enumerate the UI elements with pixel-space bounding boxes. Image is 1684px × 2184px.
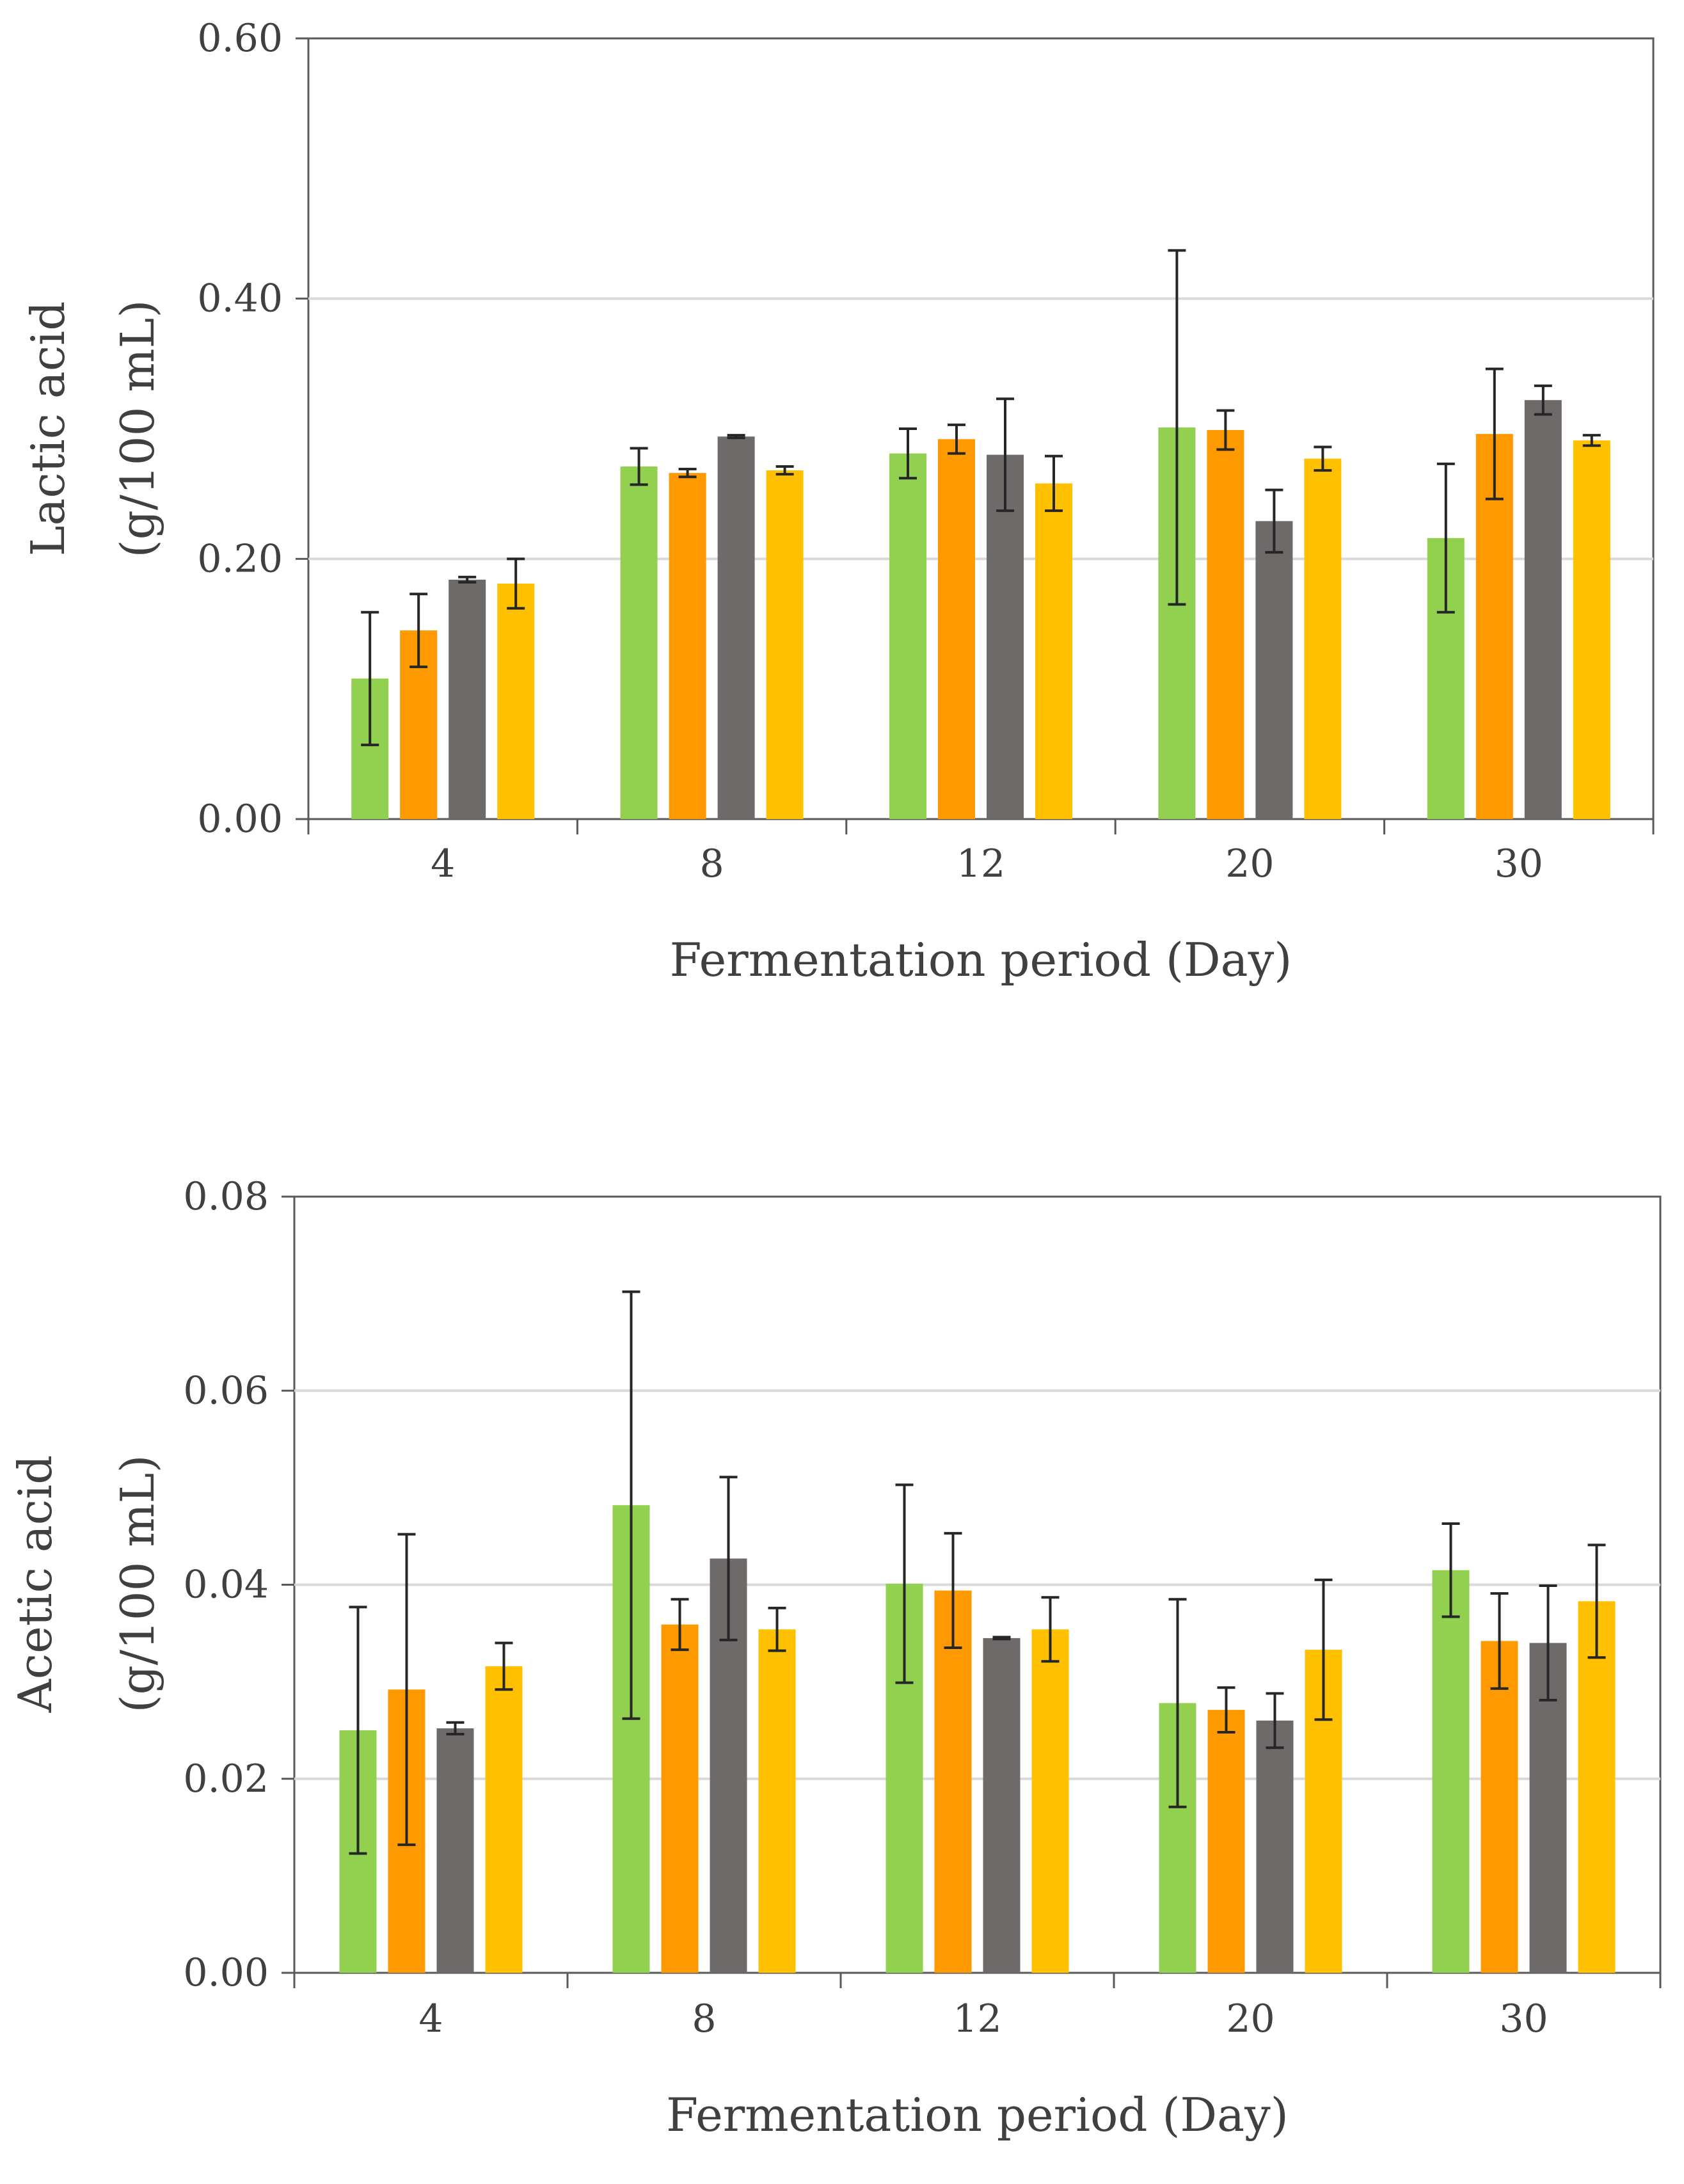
lactic-acid-chart: 0.00 0.20 0.40 0.60 4 8 12 20 30 Fermentation per…	[21, 16, 1655, 987]
x-tick-label: 4	[418, 1997, 443, 2041]
y-tick-label: 0.00	[197, 797, 283, 841]
x-axis-title: Fermentation period (Day)	[666, 2088, 1289, 2142]
y-axis-title-line2: (g/100 mL)	[111, 1455, 164, 1713]
bar	[669, 473, 706, 819]
bar	[497, 583, 535, 819]
bar	[766, 470, 804, 819]
x-axis-title: Fermentation period (Day)	[670, 933, 1292, 987]
x-tick-label: 30	[1495, 841, 1543, 886]
bar	[1304, 458, 1342, 819]
bar	[449, 579, 486, 819]
y-axis-title-line1: Lactic acid	[21, 301, 75, 557]
y-axis-title-line2: (g/100 mL)	[111, 300, 164, 558]
bar	[934, 1590, 972, 1973]
bar	[1573, 440, 1610, 819]
bar	[1035, 483, 1072, 819]
acetic-acid-chart: 0.00 0.02 0.04 0.06 0.08 4 8 12 20 30 Fermentation…	[8, 1174, 1662, 2142]
x-tick-label: 8	[692, 1997, 716, 2041]
x-tick-label: 4	[431, 841, 455, 886]
bar	[1207, 1710, 1245, 1973]
bar	[717, 436, 755, 819]
y-tick-label: 0.20	[197, 536, 283, 581]
y-tick-label: 0.60	[197, 16, 283, 61]
bar	[436, 1728, 474, 1973]
x-tick-label: 20	[1226, 1997, 1275, 2041]
x-tick-label: 12	[957, 841, 1005, 886]
bar	[758, 1629, 796, 1973]
bar	[1256, 1720, 1294, 1973]
y-tick-label: 0.40	[197, 276, 283, 321]
x-tick-label: 12	[953, 1997, 1001, 2041]
bar	[620, 466, 658, 819]
x-tick-label: 30	[1499, 1997, 1548, 2041]
bar	[1481, 1641, 1518, 1973]
bar	[1255, 521, 1293, 819]
bar	[1031, 1629, 1069, 1973]
bar	[1207, 430, 1244, 819]
y-tick-label: 0.00	[183, 1950, 269, 1995]
bar	[889, 453, 926, 819]
y-tick-label: 0.02	[183, 1757, 269, 1801]
y-tick-label: 0.06	[183, 1368, 269, 1413]
y-tick-label: 0.04	[183, 1563, 269, 1607]
y-tick-label: 0.08	[183, 1174, 269, 1219]
bar	[1524, 400, 1562, 819]
bar	[661, 1624, 699, 1973]
bar	[987, 454, 1024, 819]
plot-area	[307, 37, 1655, 820]
y-axis-title-line1: Acetic acid	[8, 1455, 62, 1713]
x-tick-label: 8	[700, 841, 724, 886]
bar	[938, 439, 975, 819]
x-tick-label: 20	[1225, 841, 1274, 886]
bar	[1432, 1570, 1470, 1973]
bar	[983, 1638, 1021, 1973]
bar	[485, 1666, 523, 1973]
bar	[1578, 1601, 1616, 1973]
